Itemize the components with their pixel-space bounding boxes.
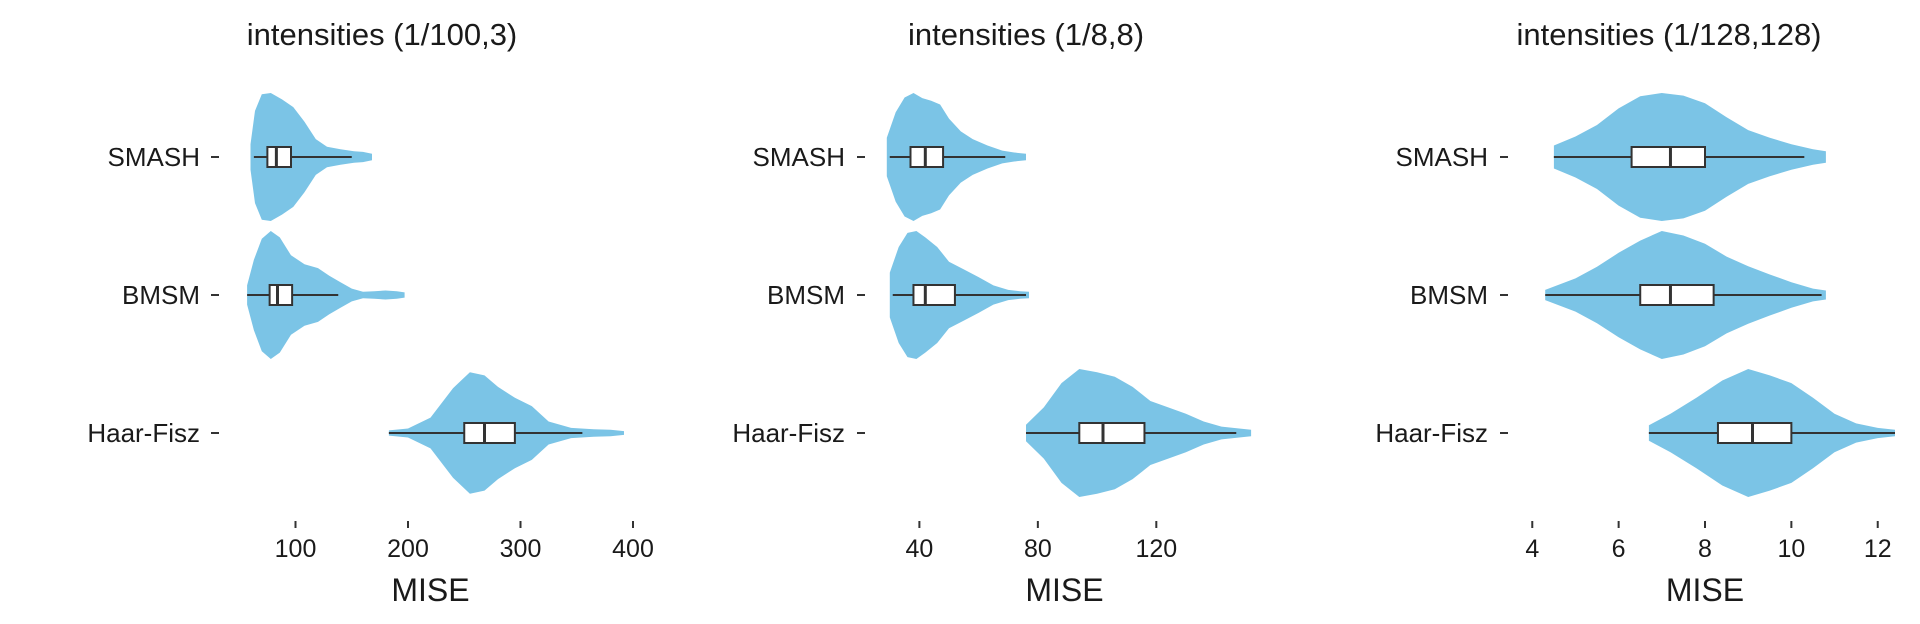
box bbox=[268, 284, 294, 306]
box bbox=[912, 284, 956, 306]
category-label: SMASH bbox=[753, 142, 845, 172]
category-label: SMASH bbox=[108, 142, 200, 172]
category-label: Haar-Fisz bbox=[87, 418, 200, 448]
x-tick-label: 4 bbox=[1525, 535, 1539, 563]
x-tick-label: 6 bbox=[1612, 535, 1626, 563]
box bbox=[463, 422, 516, 444]
x-tick-label: 400 bbox=[612, 535, 654, 563]
box bbox=[1630, 146, 1707, 168]
category-label: BMSM bbox=[122, 280, 200, 310]
x-tick-label: 8 bbox=[1698, 535, 1712, 563]
box bbox=[1078, 422, 1146, 444]
category-label: BMSM bbox=[767, 280, 845, 310]
panel-title: intensities (1/100,3) bbox=[247, 17, 518, 52]
x-tick-label: 120 bbox=[1135, 535, 1177, 563]
x-tick-label: 12 bbox=[1864, 535, 1892, 563]
category-label: Haar-Fisz bbox=[1375, 418, 1488, 448]
box bbox=[1716, 422, 1793, 444]
category-label: Haar-Fisz bbox=[732, 418, 845, 448]
x-tick-label: 300 bbox=[500, 535, 542, 563]
box bbox=[1639, 284, 1715, 306]
category-label: SMASH bbox=[1396, 142, 1488, 172]
x-axis-label: MISE bbox=[391, 572, 469, 608]
x-axis-label: MISE bbox=[1666, 572, 1744, 608]
x-tick-label: 200 bbox=[387, 535, 429, 563]
box bbox=[266, 146, 292, 168]
x-tick-label: 10 bbox=[1777, 535, 1805, 563]
x-tick-label: 40 bbox=[905, 535, 933, 563]
x-axis-label: MISE bbox=[1025, 572, 1103, 608]
x-tick-label: 80 bbox=[1024, 535, 1052, 563]
panel-title: intensities (1/8,8) bbox=[908, 17, 1144, 52]
panel-title: intensities (1/128,128) bbox=[1516, 17, 1821, 52]
x-tick-label: 100 bbox=[275, 535, 317, 563]
category-label: BMSM bbox=[1410, 280, 1488, 310]
